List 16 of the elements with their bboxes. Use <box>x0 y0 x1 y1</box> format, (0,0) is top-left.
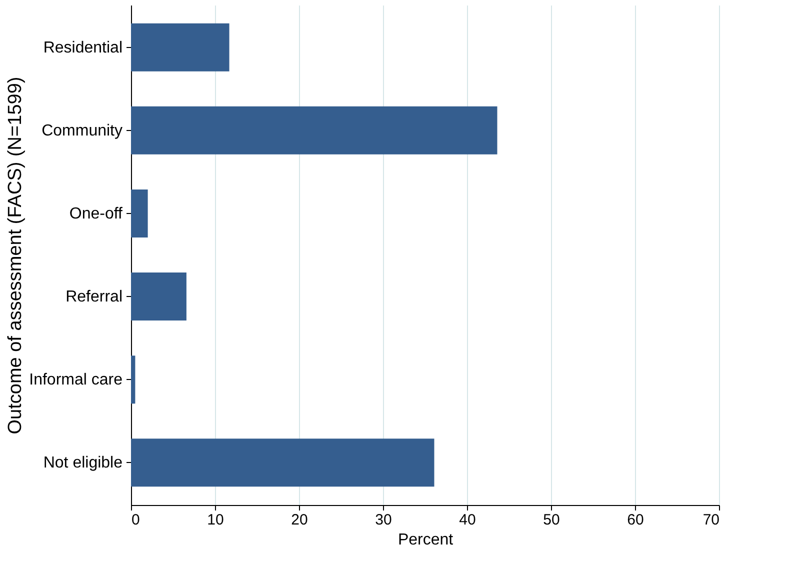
y-tick-label: Community <box>42 122 122 140</box>
x-axis-title: Percent <box>398 532 454 548</box>
x-tick-label: 0 <box>132 512 140 528</box>
y-tick-label: Residential <box>43 39 122 56</box>
x-tick-label: 70 <box>702 512 720 528</box>
y-tick-label: Not eligible <box>43 454 123 472</box>
y-axis-title: Outcome of assessment (FACS) (N=1599) <box>5 76 26 434</box>
x-tick-label: 10 <box>207 512 224 528</box>
x-tick-label: 20 <box>291 512 308 528</box>
y-tick-label: Informal care <box>29 372 123 389</box>
y-tick-label: One-off <box>69 205 124 222</box>
x-tick-label: 40 <box>459 512 476 528</box>
x-tick-label: 50 <box>543 512 560 528</box>
x-tick-label: 60 <box>627 512 644 528</box>
y-tick-label: Referral <box>66 288 122 306</box>
x-tick-label: 30 <box>375 512 392 528</box>
